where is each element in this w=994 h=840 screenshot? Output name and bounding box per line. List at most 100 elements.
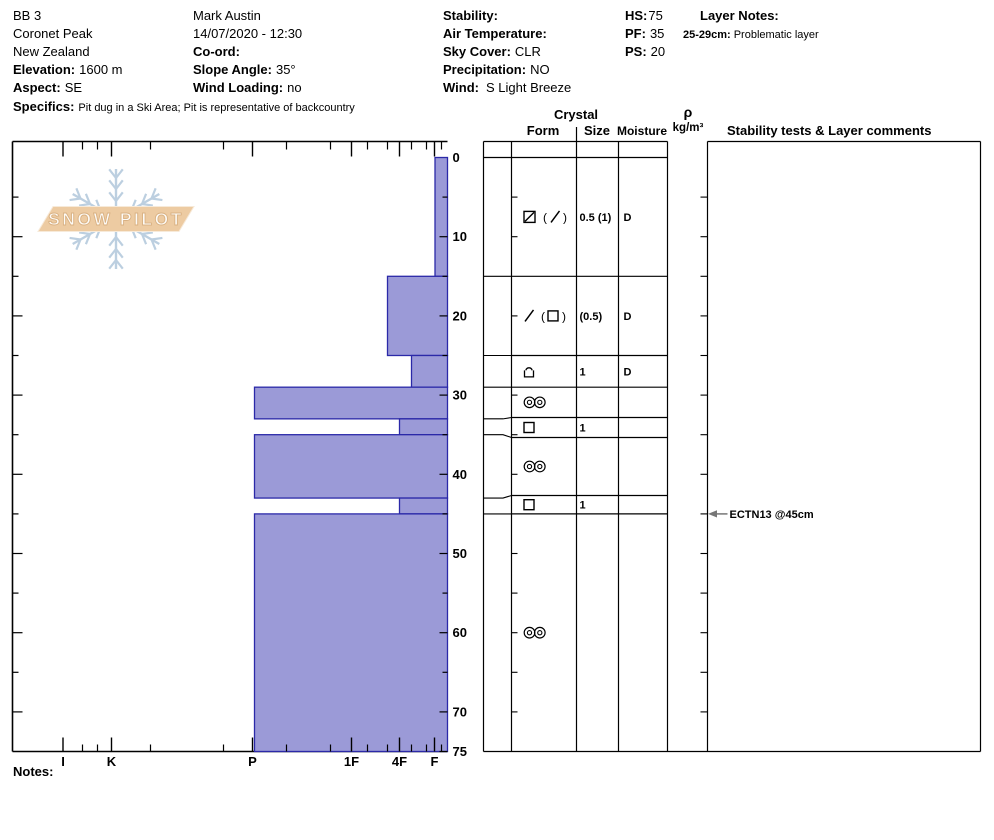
paren: ( [541, 309, 545, 323]
square-slash-symbol [523, 210, 536, 224]
ring-symbol-inner [526, 630, 533, 636]
depth-tick-label: 60 [453, 625, 467, 640]
specifics-label: Specifics: [13, 99, 75, 114]
profile-bar-4F [398, 497, 449, 515]
layer-note-depth: 25-29cm: [683, 29, 731, 41]
crust-symbol [523, 367, 535, 378]
ring-symbol [533, 396, 546, 409]
grain-size-value: (0.5) [580, 311, 603, 323]
specifics-row: Specifics: Pit dug in a Ski Area; Pit is … [13, 99, 355, 116]
notes-label: Notes: [13, 764, 54, 779]
snowflake-barb [78, 202, 91, 207]
leader-line [483, 494, 512, 499]
ring-symbol [533, 626, 546, 639]
wind-row: Wind: S Light Breeze [443, 80, 571, 95]
snowflake-barb [150, 187, 157, 199]
wind-loading-row: Wind Loading: no [193, 80, 302, 95]
snowflake-barb [84, 233, 92, 245]
air-temp-row: Air Temperature: [443, 26, 551, 41]
profile-bar-4F- [410, 354, 449, 388]
snowflake-barb [78, 231, 91, 236]
hardness-tick-label: P [248, 754, 257, 769]
paren: ( [543, 210, 547, 224]
grain-form-symbols: () 0.5 (1) D () (0.5) D 1 D 1 1 [523, 210, 632, 639]
layer-note-row: 25-29cm: Problematic layer [683, 28, 819, 43]
snowflake-barb [115, 191, 124, 202]
crystal-header: Crystal [553, 107, 599, 122]
ps-row: PS: 20 [625, 44, 665, 59]
elevation-value: 1600 m [79, 62, 123, 77]
ring-symbol-inner [526, 399, 533, 405]
hs-row: HS:75 [625, 8, 663, 23]
depth-tick-label: 10 [453, 229, 467, 244]
snowflake-barb [141, 202, 154, 207]
slope-angle-label: Slope Angle: [193, 62, 272, 77]
snowflake-barb [108, 179, 117, 190]
square-slash-diagonal [524, 211, 535, 222]
aspect-row: Aspect: SE [13, 80, 82, 95]
precip-label: Precipitation: [443, 62, 527, 77]
pit-name: BB 3 [13, 8, 42, 23]
faceted-square-symbol [547, 310, 559, 322]
snowflake-barb [84, 193, 92, 205]
ring-symbol-inner [526, 463, 533, 470]
snowpilot-logo: SNOW PILOT [37, 168, 195, 270]
logo-text: SNOW PILOT [48, 209, 184, 229]
hardness-tick-label: K [107, 754, 117, 769]
slope-angle-value: 35° [275, 62, 296, 77]
sky-cover-label: Sky Cover: [443, 44, 511, 59]
pf-label: PF: [625, 26, 646, 41]
pit-datetime: 14/07/2020 - 12:30 [193, 26, 303, 41]
depth-tick-label: 70 [453, 704, 467, 719]
depth-tick-label: 40 [453, 467, 467, 482]
wind-value: S Light Breeze [485, 80, 572, 95]
snowflake-barb [140, 193, 148, 205]
snowflake-barb [75, 239, 82, 251]
snowflake-barb [115, 168, 124, 179]
pf-value: 35 [649, 26, 665, 41]
snowflake-barb [108, 259, 117, 270]
hardness-tick-label: I [61, 754, 65, 769]
profile-bar-P [253, 434, 449, 499]
snowflake-barb [69, 197, 81, 202]
table-frame [482, 127, 982, 753]
pit-location: Coronet Peak [13, 26, 93, 41]
depth-tick-label: 0 [453, 150, 460, 165]
faceted-square-symbol [523, 499, 535, 511]
depth-tick-label: 20 [453, 308, 467, 323]
density-unit-label: kg/m³ [672, 122, 704, 134]
slash-symbol [550, 210, 561, 223]
leader-line [483, 416, 512, 420]
snowflake-barb [151, 236, 163, 241]
grain-size-value: 1 [580, 423, 586, 435]
leader-line [483, 434, 512, 439]
hardness-tick-label: 4F [392, 754, 407, 769]
precip-value: NO [530, 62, 550, 77]
snowflake-barb [141, 231, 154, 236]
wind-loading-label: Wind Loading: [193, 80, 284, 95]
ps-label: PS: [625, 44, 647, 59]
ring-symbol-inner [537, 399, 543, 405]
profile-bar-P [253, 513, 449, 753]
paren: ) [562, 309, 566, 323]
profile-bar-P [253, 386, 449, 420]
moisture-value: D [624, 366, 632, 378]
stability-test-annotations: ECTN13 @45cm [708, 509, 814, 521]
profile-bar-4F+ [386, 275, 449, 357]
hs-label: HS: [625, 8, 648, 23]
ps-value: 20 [650, 44, 666, 59]
snowflake-barb [151, 197, 163, 202]
grain-size-value: 1 [580, 500, 586, 512]
layer-note-text: Problematic layer [733, 29, 819, 41]
slope-angle-row: Slope Angle: 35° [193, 62, 296, 77]
sky-cover-row: Sky Cover: CLR [443, 44, 541, 59]
snowflake-barb [115, 236, 124, 247]
snowflake-barb [115, 179, 124, 190]
moisture-column-header: Moisture [616, 124, 667, 138]
pf-row: PF: 35 [625, 26, 664, 41]
pit-region: New Zealand [13, 44, 90, 59]
moisture-value: D [624, 212, 632, 224]
profile-bars [253, 156, 449, 753]
snowflake-barb [108, 236, 117, 247]
